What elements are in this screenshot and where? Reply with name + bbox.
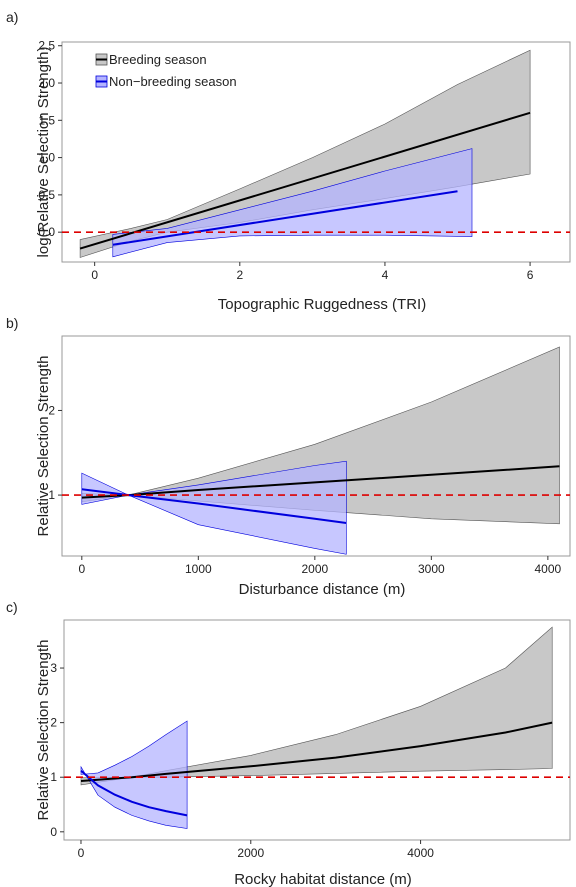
y-tick-label: 3 bbox=[50, 661, 57, 675]
x-tick-label: 2000 bbox=[237, 846, 264, 860]
x-tick-label: 4000 bbox=[535, 562, 562, 576]
series-line-nonbreeding bbox=[112, 190, 458, 246]
x-axis-title: Rocky habitat distance (m) bbox=[234, 871, 412, 887]
y-tick-label: 1.5 bbox=[38, 113, 55, 127]
panel-label-c: c) bbox=[6, 599, 18, 615]
series-line-nonbreeding bbox=[80, 769, 188, 817]
x-tick-label: 3000 bbox=[418, 562, 445, 576]
x-tick-label: 4 bbox=[382, 268, 389, 282]
chart-panel-2: 0 1000 2000 3000 4000 1 2 Disturbance distance … bbox=[35, 335, 571, 598]
y-axis-title: log(Relative Selection Strength) bbox=[35, 47, 52, 258]
legend: Breeding season Non−breeding season bbox=[95, 52, 237, 89]
y-tick-label: 0.5 bbox=[38, 188, 55, 202]
y-tick-label: 2 bbox=[50, 716, 57, 730]
y-axis-title: Relative Selection Strength bbox=[35, 356, 52, 537]
x-tick-label: 4000 bbox=[407, 846, 434, 860]
x-tick-label: 6 bbox=[527, 268, 534, 282]
panel-label-a: a) bbox=[6, 9, 18, 25]
legend-label-nonbreeding: Non−breeding season bbox=[109, 74, 237, 89]
confidence-band-nonbreeding bbox=[112, 148, 473, 258]
y-tick-label: 1 bbox=[48, 488, 55, 502]
y-tick-label: 2.0 bbox=[38, 76, 55, 90]
x-tick-label: 2 bbox=[236, 268, 243, 282]
x-axis-title: Topographic Ruggedness (TRI) bbox=[218, 296, 426, 313]
panel-label-b: b) bbox=[6, 315, 18, 331]
plot-area bbox=[79, 49, 531, 258]
x-tick-label: 0 bbox=[91, 268, 98, 282]
y-tick-label: 0.0 bbox=[38, 225, 55, 239]
x-tick-label: 2000 bbox=[301, 562, 328, 576]
y-tick-label: 2 bbox=[48, 403, 55, 417]
series-line-breeding bbox=[79, 111, 531, 250]
chart-panel-3: 0 2000 4000 0 1 2 3 Rocky habitat distance (m) R… bbox=[35, 619, 571, 887]
chart-panel-1: 0 2 4 6 0.0 0.5 1.0 1.5 2.0 2.5 Topographic Rugged… bbox=[35, 39, 571, 313]
y-tick-label: 2.5 bbox=[38, 39, 55, 53]
series-line-breeding bbox=[81, 465, 560, 499]
legend-label-breeding: Breeding season bbox=[109, 52, 207, 67]
x-tick-label: 1000 bbox=[185, 562, 212, 576]
series-line-nonbreeding bbox=[81, 488, 347, 524]
y-tick-label: 1 bbox=[50, 770, 57, 784]
y-axis-title: Relative Selection Strength bbox=[35, 640, 52, 821]
confidence-band-nonbreeding bbox=[80, 720, 188, 829]
y-tick-label: 1.0 bbox=[38, 151, 55, 165]
chart-layer: 0 2 4 6 0.0 0.5 1.0 1.5 2.0 2.5 Topographic Rugged… bbox=[35, 39, 571, 887]
y-tick-label: 0 bbox=[50, 825, 57, 839]
x-tick-label: 0 bbox=[78, 846, 85, 860]
x-axis-title: Disturbance distance (m) bbox=[239, 581, 406, 598]
x-tick-label: 0 bbox=[78, 562, 85, 576]
